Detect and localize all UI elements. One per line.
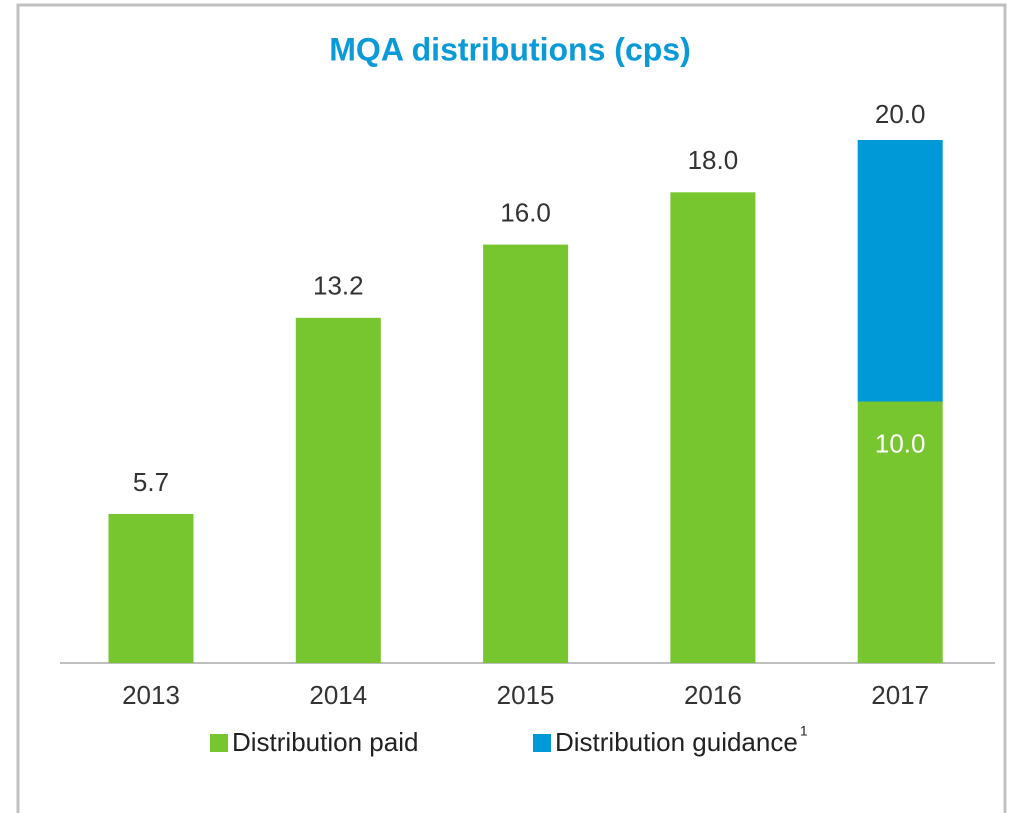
bar — [108, 513, 194, 663]
data-label: 18.0 — [688, 145, 739, 175]
x-tick-label: 2013 — [122, 680, 180, 710]
x-tick-label: 2015 — [497, 680, 555, 710]
legend-label: Distribution paid — [232, 727, 418, 757]
bar — [857, 401, 943, 663]
bar — [295, 317, 381, 663]
chart-title: MQA distributions (cps) — [329, 31, 690, 67]
data-label: 10.0 — [875, 428, 926, 458]
bar — [857, 140, 943, 402]
x-tick-label: 2016 — [684, 680, 742, 710]
data-label: 5.7 — [133, 467, 169, 497]
legend-swatch — [533, 734, 551, 752]
legend-swatch — [210, 734, 228, 752]
x-tick-label: 2017 — [871, 680, 929, 710]
data-label: 13.2 — [313, 271, 364, 301]
legend-label: Distribution guidance — [555, 727, 798, 757]
legend-footnote: 1 — [800, 723, 808, 739]
total-label: 20.0 — [875, 99, 926, 129]
bar — [670, 192, 756, 664]
x-tick-label: 2014 — [309, 680, 367, 710]
data-label: 16.0 — [500, 197, 551, 227]
bar — [483, 244, 569, 663]
